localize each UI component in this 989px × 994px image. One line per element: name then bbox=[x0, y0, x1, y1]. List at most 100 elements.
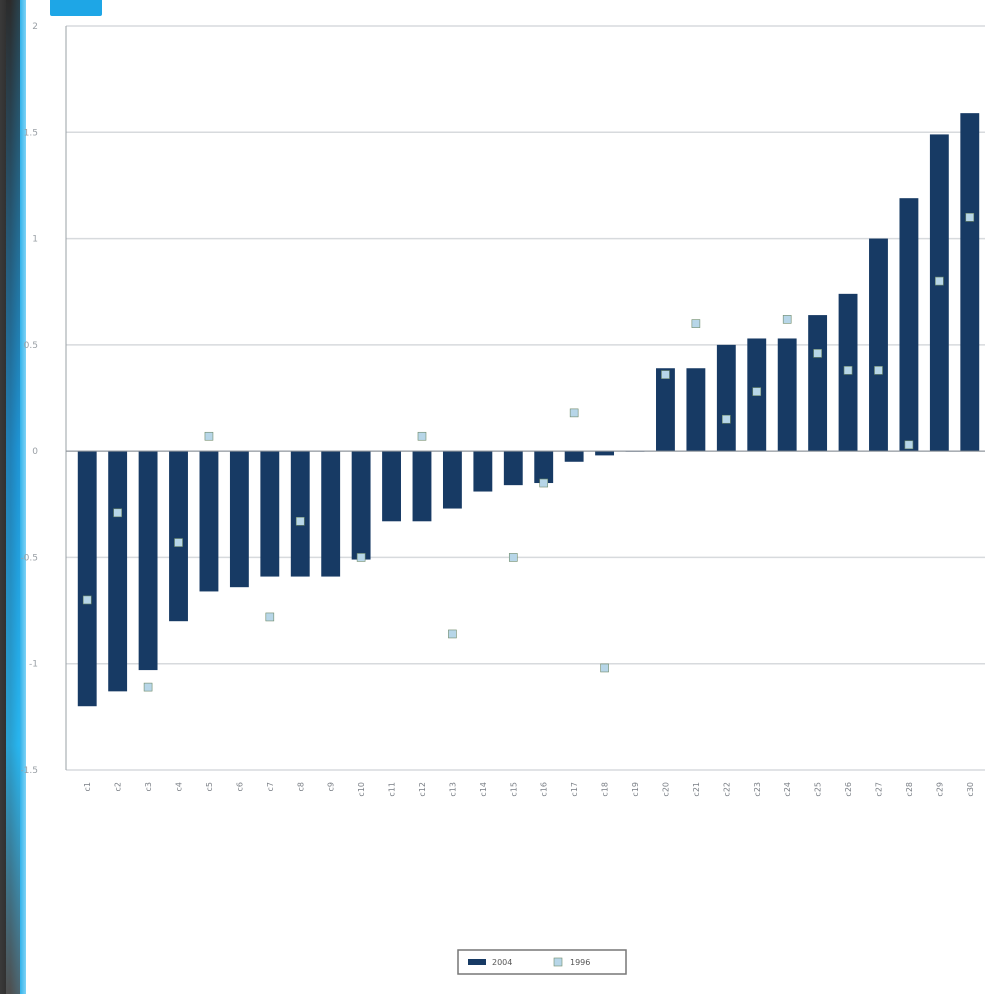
bar bbox=[351, 451, 371, 560]
category-label: c2 bbox=[114, 782, 123, 792]
category-label: c9 bbox=[327, 782, 336, 792]
window-edge-frame bbox=[0, 0, 26, 994]
category-label: c25 bbox=[814, 782, 823, 797]
bar bbox=[169, 451, 188, 622]
category-label: c5 bbox=[205, 782, 214, 792]
chart-legend: 2004 1996 bbox=[457, 949, 627, 975]
category-label: c30 bbox=[966, 782, 975, 797]
marker-point bbox=[600, 663, 609, 673]
marker-point bbox=[174, 538, 183, 547]
category-label: c21 bbox=[692, 782, 701, 797]
category-label: c29 bbox=[935, 782, 944, 797]
category-label: c26 bbox=[844, 782, 853, 797]
y-tick-label: 1.5 bbox=[24, 128, 38, 138]
marker-point bbox=[82, 595, 92, 605]
bar bbox=[686, 368, 706, 452]
bar bbox=[412, 451, 432, 522]
y-tick-label: -0.5 bbox=[20, 553, 38, 563]
y-tick-label: 0.5 bbox=[24, 341, 38, 351]
y-tick-label: -1 bbox=[29, 660, 38, 670]
legend-box bbox=[457, 949, 627, 975]
category-label: c1 bbox=[83, 782, 92, 792]
bar bbox=[777, 338, 797, 452]
bar bbox=[869, 238, 888, 452]
corner-tab bbox=[50, 0, 102, 16]
y-tick-label: -1.5 bbox=[20, 766, 38, 776]
category-label: c22 bbox=[722, 782, 731, 797]
marker-point bbox=[874, 366, 883, 375]
marker-point bbox=[965, 213, 975, 222]
category-label: c7 bbox=[266, 782, 275, 792]
category-labels: c1 c2 c3 c4 c5 c6 c7 c8 c9 c10 c11 c12 c13 c14 c15 c16 c… bbox=[83, 782, 975, 797]
marker-point bbox=[356, 553, 366, 562]
category-label: c20 bbox=[661, 782, 670, 797]
bar bbox=[290, 451, 310, 577]
bar bbox=[138, 451, 158, 671]
category-label: c23 bbox=[753, 782, 762, 797]
marker-point bbox=[295, 516, 305, 526]
marker-point bbox=[843, 366, 853, 375]
marker-series bbox=[82, 213, 975, 692]
marker-point bbox=[448, 629, 457, 639]
marker-point bbox=[508, 553, 518, 562]
marker-point bbox=[539, 478, 549, 488]
y-tick-label: 2 bbox=[32, 22, 38, 32]
category-label: c10 bbox=[357, 782, 366, 797]
bar bbox=[199, 451, 219, 592]
marker-point bbox=[113, 508, 122, 518]
category-label: c11 bbox=[388, 782, 397, 797]
category-label: c13 bbox=[448, 782, 457, 797]
marker-point bbox=[691, 319, 701, 328]
bar bbox=[108, 451, 128, 692]
window-edge-inner bbox=[6, 0, 20, 994]
bar bbox=[960, 113, 980, 452]
marker-point bbox=[722, 414, 731, 424]
marker-point bbox=[143, 682, 153, 692]
bar bbox=[77, 451, 97, 707]
legend-label-2004: 2004 bbox=[492, 958, 512, 967]
marker-point bbox=[904, 440, 914, 450]
bar bbox=[595, 451, 615, 456]
marker-point bbox=[782, 315, 792, 324]
bar bbox=[473, 451, 493, 492]
marker-point bbox=[752, 387, 762, 396]
bar bbox=[229, 451, 249, 588]
bar bbox=[260, 451, 280, 577]
y-tick-label: 0 bbox=[32, 447, 38, 457]
marker-point bbox=[265, 612, 275, 622]
category-label: c8 bbox=[296, 782, 305, 792]
category-label: c3 bbox=[144, 782, 153, 792]
bar bbox=[899, 198, 919, 452]
y-axis-ticks: -1.5 -1 -0.5 0 0.5 1 1.5 2 bbox=[20, 22, 38, 776]
category-label: c14 bbox=[479, 782, 488, 797]
category-label: c4 bbox=[175, 782, 184, 792]
bar-series bbox=[77, 113, 980, 707]
category-label: c19 bbox=[631, 782, 640, 797]
bar bbox=[716, 344, 736, 452]
marker-point bbox=[935, 276, 944, 286]
category-label: c12 bbox=[418, 782, 427, 797]
y-tick-label: 1 bbox=[32, 235, 38, 245]
legend-swatch-1996 bbox=[553, 957, 563, 967]
category-label: c15 bbox=[509, 782, 518, 797]
legend-label-1996: 1996 bbox=[570, 958, 590, 967]
bar bbox=[929, 134, 949, 452]
bar bbox=[382, 451, 401, 522]
marker-point bbox=[813, 349, 822, 358]
bar bbox=[321, 451, 341, 577]
category-label: c17 bbox=[570, 782, 579, 797]
category-label: c28 bbox=[905, 782, 914, 797]
bar bbox=[808, 315, 828, 452]
bar bbox=[442, 451, 462, 509]
category-label: c27 bbox=[874, 782, 883, 797]
bar bbox=[564, 451, 584, 462]
marker-point bbox=[204, 431, 214, 441]
bar bbox=[656, 368, 675, 452]
marker-point bbox=[417, 431, 427, 441]
legend-swatch-2004 bbox=[468, 959, 486, 965]
marker-point bbox=[661, 370, 670, 379]
bar bbox=[503, 451, 523, 486]
category-label: c18 bbox=[601, 782, 610, 797]
category-label: c16 bbox=[540, 782, 549, 797]
